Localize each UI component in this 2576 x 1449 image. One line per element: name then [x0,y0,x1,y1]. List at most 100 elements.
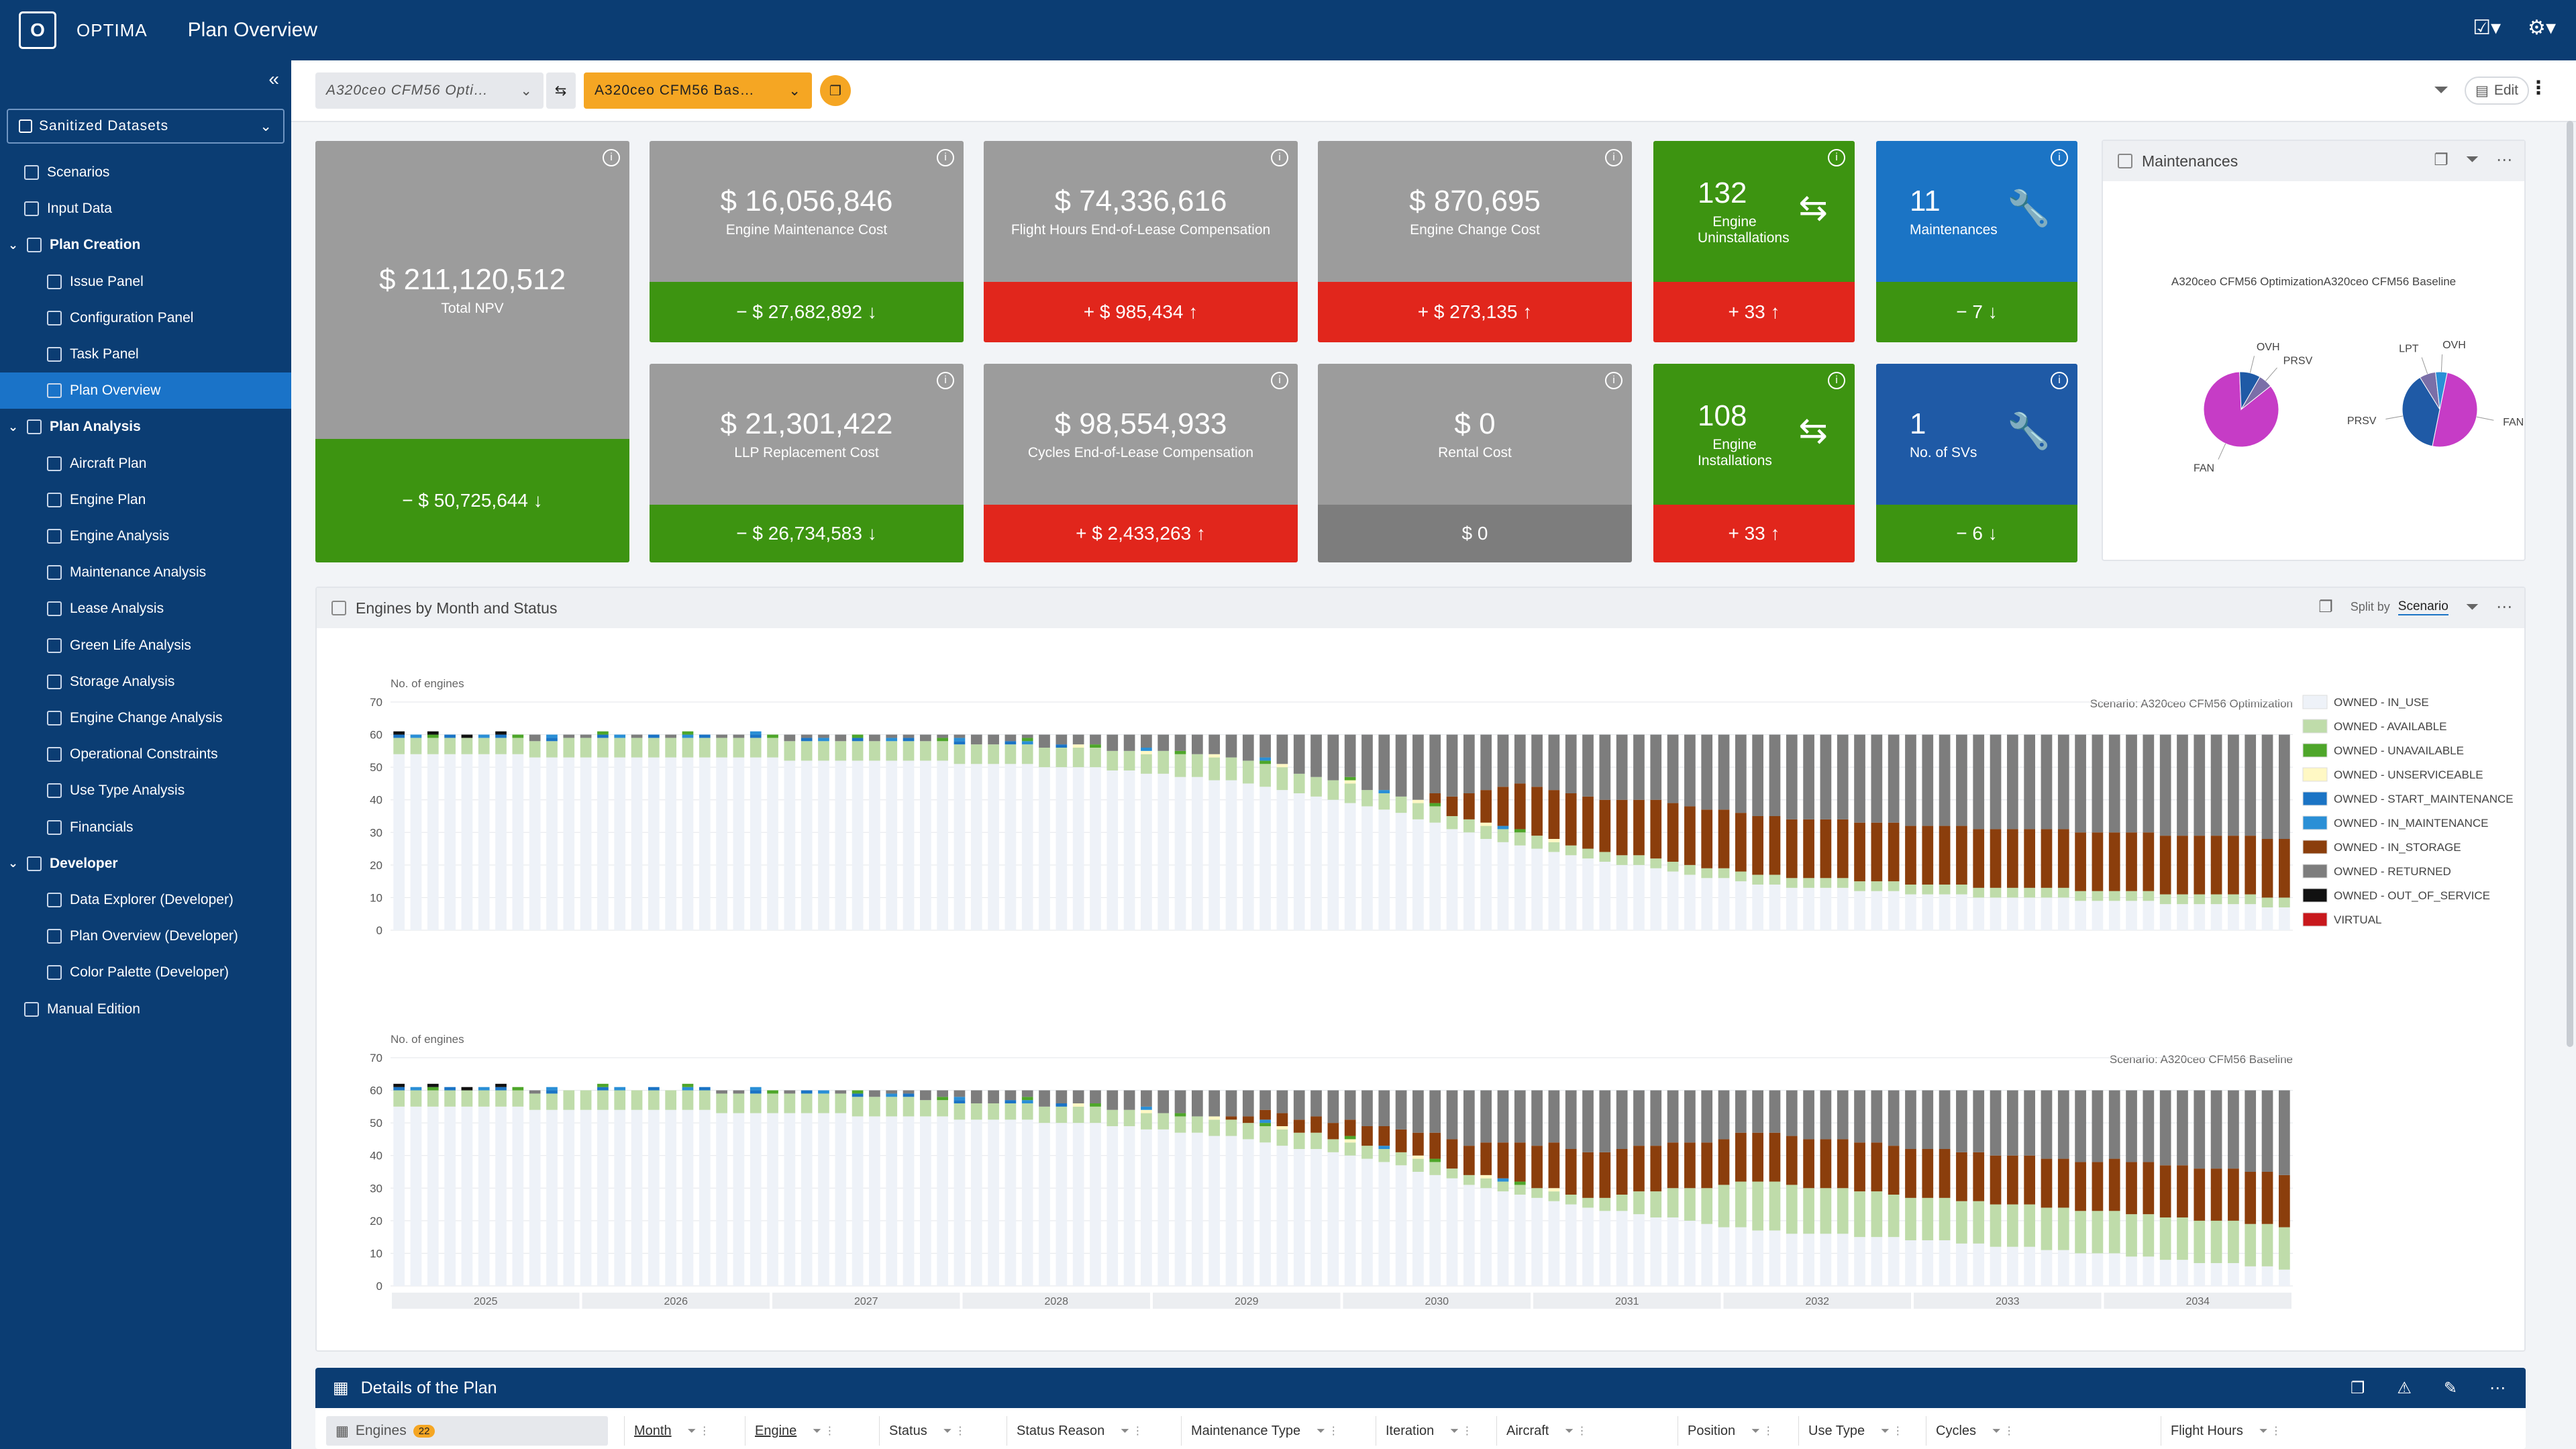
bar-segment-owned-returned[interactable] [1735,734,1747,813]
sidebar-item-task-panel[interactable]: Task Panel [0,336,291,372]
bar-segment-owned-unserviceable[interactable] [1141,1109,1152,1113]
bar-segment-owned-in-storage[interactable] [2092,1162,2104,1211]
bar-segment-owned-returned[interactable] [1582,734,1594,797]
bar-segment-owned-returned[interactable] [937,734,949,738]
copy-icon[interactable]: ❐ [2318,598,2333,616]
bar-segment-owned-available[interactable] [1090,1106,1101,1123]
column-filter-icon[interactable]: ⏷ ⋮ [1450,1426,1473,1437]
bar-segment-owned-in-storage[interactable] [1633,1146,1645,1192]
bar-segment-owned-in-storage[interactable] [1463,1146,1475,1175]
bar-segment-owned-in-use[interactable] [495,754,507,930]
bar-segment-owned-returned[interactable] [988,1090,999,1103]
bar-segment-owned-in-use[interactable] [1293,1149,1305,1286]
bar-segment-owned-in-use[interactable] [2228,904,2239,930]
bar-segment-owned-in-storage[interactable] [1701,1142,1713,1189]
bar-segment-owned-available[interactable] [954,1103,966,1120]
more-options-icon[interactable]: ⋯ [2496,598,2512,616]
bar-segment-owned-in-use[interactable] [1361,1158,1373,1286]
bar-segment-owned-returned[interactable] [1327,734,1339,781]
bar-segment-owned-in-use[interactable] [495,1106,507,1286]
bar-segment-owned-in-use[interactable] [597,1109,609,1286]
collapse-sidebar-icon[interactable]: « [268,68,279,89]
bar-segment-owned-available[interactable] [546,1093,558,1110]
scenario-a-select[interactable]: A320ceo CFM56 Opti… ⌄ [315,72,544,109]
bar-segment-owned-out-of-service[interactable] [427,1083,439,1087]
bar-segment-owned-available[interactable] [2194,1220,2206,1263]
bar-segment-owned-unserviceable[interactable] [1548,1188,1560,1192]
bar-segment-owned-start-maintenance[interactable] [801,1090,813,1094]
bar-segment-owned-unavailable[interactable] [767,1090,778,1094]
bar-segment-owned-in-storage[interactable] [1718,809,1730,868]
bar-segment-owned-in-storage[interactable] [1888,1146,1900,1195]
bar-segment-owned-returned[interactable] [1905,734,1916,826]
bar-segment-owned-available[interactable] [2210,894,2222,905]
bar-segment-owned-in-use[interactable] [1429,1175,1441,1286]
bar-segment-owned-available[interactable] [1769,1181,1781,1231]
bar-segment-owned-in-storage[interactable] [1769,1132,1781,1182]
bar-segment-owned-available[interactable] [1106,1109,1119,1126]
bar-segment-owned-in-use[interactable] [767,1113,778,1286]
bar-segment-owned-available[interactable] [1616,855,1628,865]
bar-segment-owned-available[interactable] [2278,897,2290,907]
bar-segment-owned-returned[interactable] [1497,734,1509,787]
bar-segment-owned-available[interactable] [1378,1149,1390,1162]
bar-segment-owned-in-use[interactable] [1174,777,1186,930]
bar-segment-owned-in-use[interactable] [478,754,490,930]
bar-segment-owned-available[interactable] [1225,1119,1237,1136]
bar-segment-owned-returned[interactable] [1905,1090,1916,1149]
bar-segment-owned-in-use[interactable] [665,1109,677,1286]
bar-segment-owned-in-storage[interactable] [2006,829,2018,888]
bar-segment-owned-available[interactable] [682,738,694,758]
bar-segment-owned-in-use[interactable] [2210,904,2222,930]
bar-segment-owned-in-use[interactable] [1123,770,1135,930]
bar-segment-owned-available[interactable] [563,738,575,758]
bar-segment-owned-returned[interactable] [665,734,677,738]
bar-segment-owned-returned[interactable] [631,734,643,738]
bar-segment-owned-returned[interactable] [1225,734,1237,758]
bar-segment-owned-in-use[interactable] [1157,1129,1170,1286]
bar-segment-owned-in-use[interactable] [1463,1185,1475,1286]
bar-segment-owned-in-use[interactable] [1752,885,1764,930]
bar-segment-owned-available[interactable] [1242,760,1254,784]
bar-segment-owned-returned[interactable] [2177,1090,2188,1166]
bar-segment-owned-unserviceable[interactable] [1208,754,1221,758]
bar-segment-owned-available[interactable] [2057,1207,2069,1250]
bar-segment-owned-available[interactable] [1242,1123,1254,1140]
bar-segment-owned-returned[interactable] [1769,1090,1781,1133]
bar-segment-owned-available[interactable] [970,1103,982,1120]
bar-segment-owned-in-use[interactable] [1888,891,1900,930]
bar-segment-owned-returned[interactable] [1463,1090,1475,1146]
copy-icon[interactable]: ❐ [2434,151,2449,169]
bar-segment-owned-available[interactable] [699,738,711,758]
bar-segment-owned-in-storage[interactable] [1871,1142,1883,1192]
bar-segment-owned-returned[interactable] [1004,1090,1017,1101]
more-options-icon[interactable]: ⋯ [2489,1379,2506,1397]
bar-segment-owned-returned[interactable] [1718,734,1730,810]
bar-segment-owned-unserviceable[interactable] [1412,799,1424,803]
bar-segment-owned-available[interactable] [1820,1188,1832,1234]
bar-segment-owned-in-use[interactable] [1922,894,1934,930]
bar-segment-owned-available[interactable] [1072,748,1084,768]
bar-segment-owned-in-use[interactable] [1973,897,1985,930]
bar-segment-owned-available[interactable] [1956,885,1967,895]
legend-label[interactable]: OWNED - UNSERVICEABLE [2334,768,2483,781]
bar-segment-owned-in-use[interactable] [2075,901,2086,930]
bar-segment-owned-available[interactable] [1480,1178,1492,1189]
bar-segment-owned-in-storage[interactable] [1327,1123,1339,1140]
bar-segment-owned-in-storage[interactable] [1956,1152,1967,1201]
bar-segment-owned-in-use[interactable] [1786,887,1798,930]
bar-segment-owned-available[interactable] [1684,1188,1696,1221]
bar-segment-owned-returned[interactable] [937,1090,949,1097]
bar-segment-owned-start-maintenance[interactable] [546,738,558,742]
bar-segment-owned-in-storage[interactable] [1956,826,1967,885]
sidebar-item-scenarios[interactable]: Scenarios [0,154,291,191]
bar-segment-owned-available[interactable] [852,1097,864,1117]
bar-segment-owned-in-storage[interactable] [2024,829,2036,888]
sidebar-item-engine-analysis[interactable]: Engine Analysis [0,518,291,554]
bar-segment-owned-in-use[interactable] [1004,1119,1017,1286]
bar-segment-owned-in-use[interactable] [1174,1132,1186,1286]
bar-segment-owned-available[interactable] [1463,1175,1475,1185]
bar-segment-owned-returned[interactable] [1531,734,1543,787]
bar-segment-owned-in-maintenance[interactable] [1141,1106,1152,1110]
bar-segment-owned-available[interactable] [1905,1197,1916,1240]
